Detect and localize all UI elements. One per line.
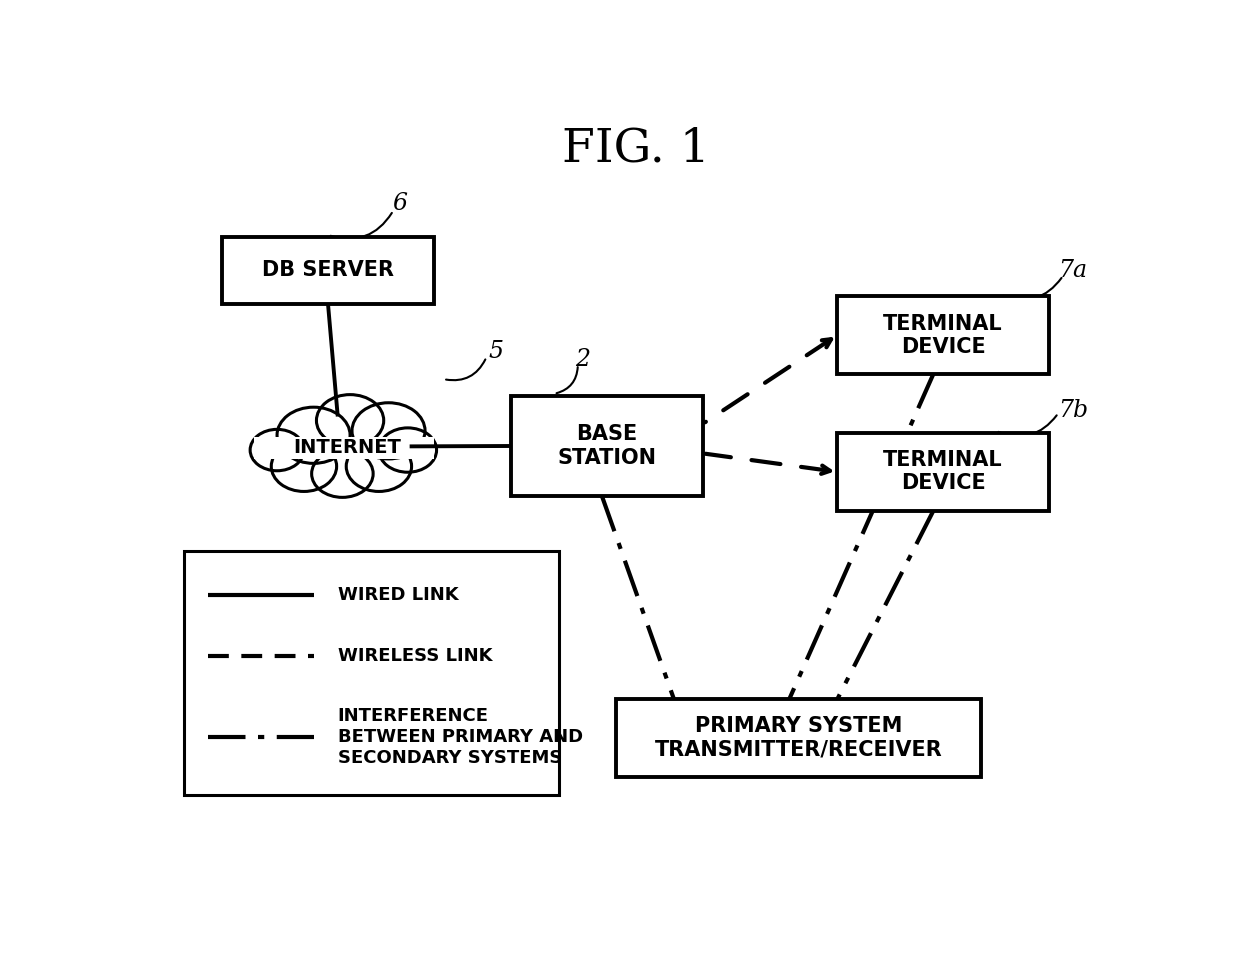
Circle shape [346,442,412,492]
Circle shape [272,442,336,492]
Text: BASE
STATION: BASE STATION [557,424,656,468]
Text: 7a: 7a [1058,259,1087,282]
Polygon shape [254,437,434,459]
Text: TERMINAL
DEVICE: TERMINAL DEVICE [883,450,1003,493]
FancyBboxPatch shape [511,396,703,496]
Text: 2: 2 [575,348,590,371]
FancyBboxPatch shape [837,297,1049,374]
FancyBboxPatch shape [184,551,559,795]
Text: WIRED LINK: WIRED LINK [337,587,459,604]
Circle shape [311,450,373,497]
Circle shape [250,429,304,470]
Circle shape [277,407,350,464]
Text: 7b: 7b [1058,399,1087,422]
Text: TERMINAL
DEVICE: TERMINAL DEVICE [883,314,1003,357]
Text: INTERFERENCE
BETWEEN PRIMARY AND
SECONDARY SYSTEMS: INTERFERENCE BETWEEN PRIMARY AND SECONDA… [337,707,583,766]
Text: WIRELESS LINK: WIRELESS LINK [337,647,492,665]
Text: 5: 5 [489,340,503,363]
Circle shape [352,403,425,459]
Circle shape [316,395,383,446]
Circle shape [379,428,436,472]
Text: DB SERVER: DB SERVER [262,260,394,280]
Text: PRIMARY SYSTEM
TRANSMITTER/RECEIVER: PRIMARY SYSTEM TRANSMITTER/RECEIVER [655,716,942,759]
Text: 6: 6 [393,192,408,215]
FancyBboxPatch shape [222,237,434,303]
Text: INTERNET: INTERNET [294,439,401,457]
Text: FIG. 1: FIG. 1 [562,126,709,171]
FancyBboxPatch shape [616,699,982,777]
FancyBboxPatch shape [837,433,1049,511]
